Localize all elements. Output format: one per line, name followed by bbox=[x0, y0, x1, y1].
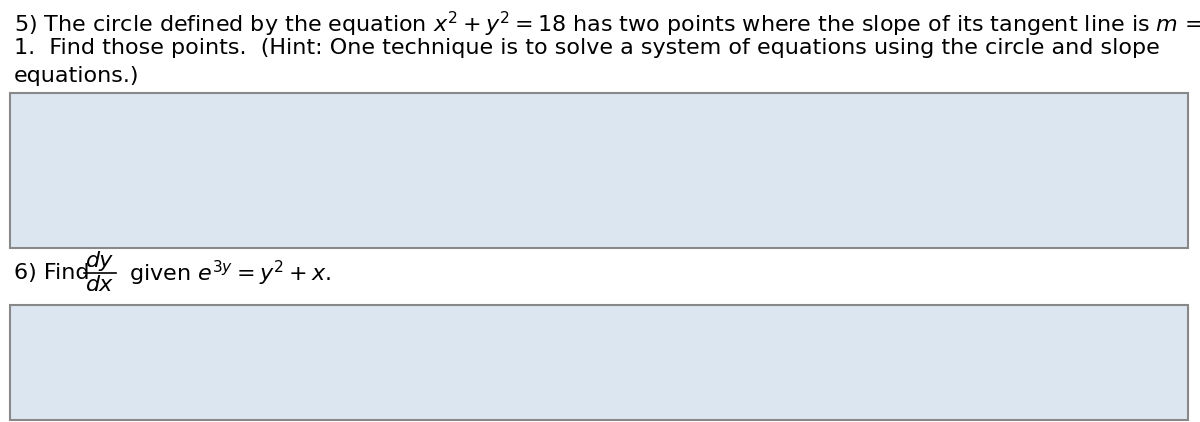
FancyBboxPatch shape bbox=[10, 305, 1188, 420]
Text: dy: dy bbox=[86, 251, 114, 271]
Text: given $e^{3y} = y^2 + x.$: given $e^{3y} = y^2 + x.$ bbox=[122, 258, 331, 288]
Text: dx: dx bbox=[86, 275, 114, 295]
Text: 6) Find: 6) Find bbox=[14, 263, 97, 283]
Text: 5) The circle defined by the equation $x^2 + y^2 = 18$ has two points where the : 5) The circle defined by the equation $x… bbox=[14, 10, 1200, 39]
Text: equations.): equations.) bbox=[14, 66, 139, 86]
FancyBboxPatch shape bbox=[10, 93, 1188, 248]
Text: 1.  Find those points.  (Hint: One technique is to solve a system of equations u: 1. Find those points. (Hint: One techniq… bbox=[14, 38, 1159, 58]
